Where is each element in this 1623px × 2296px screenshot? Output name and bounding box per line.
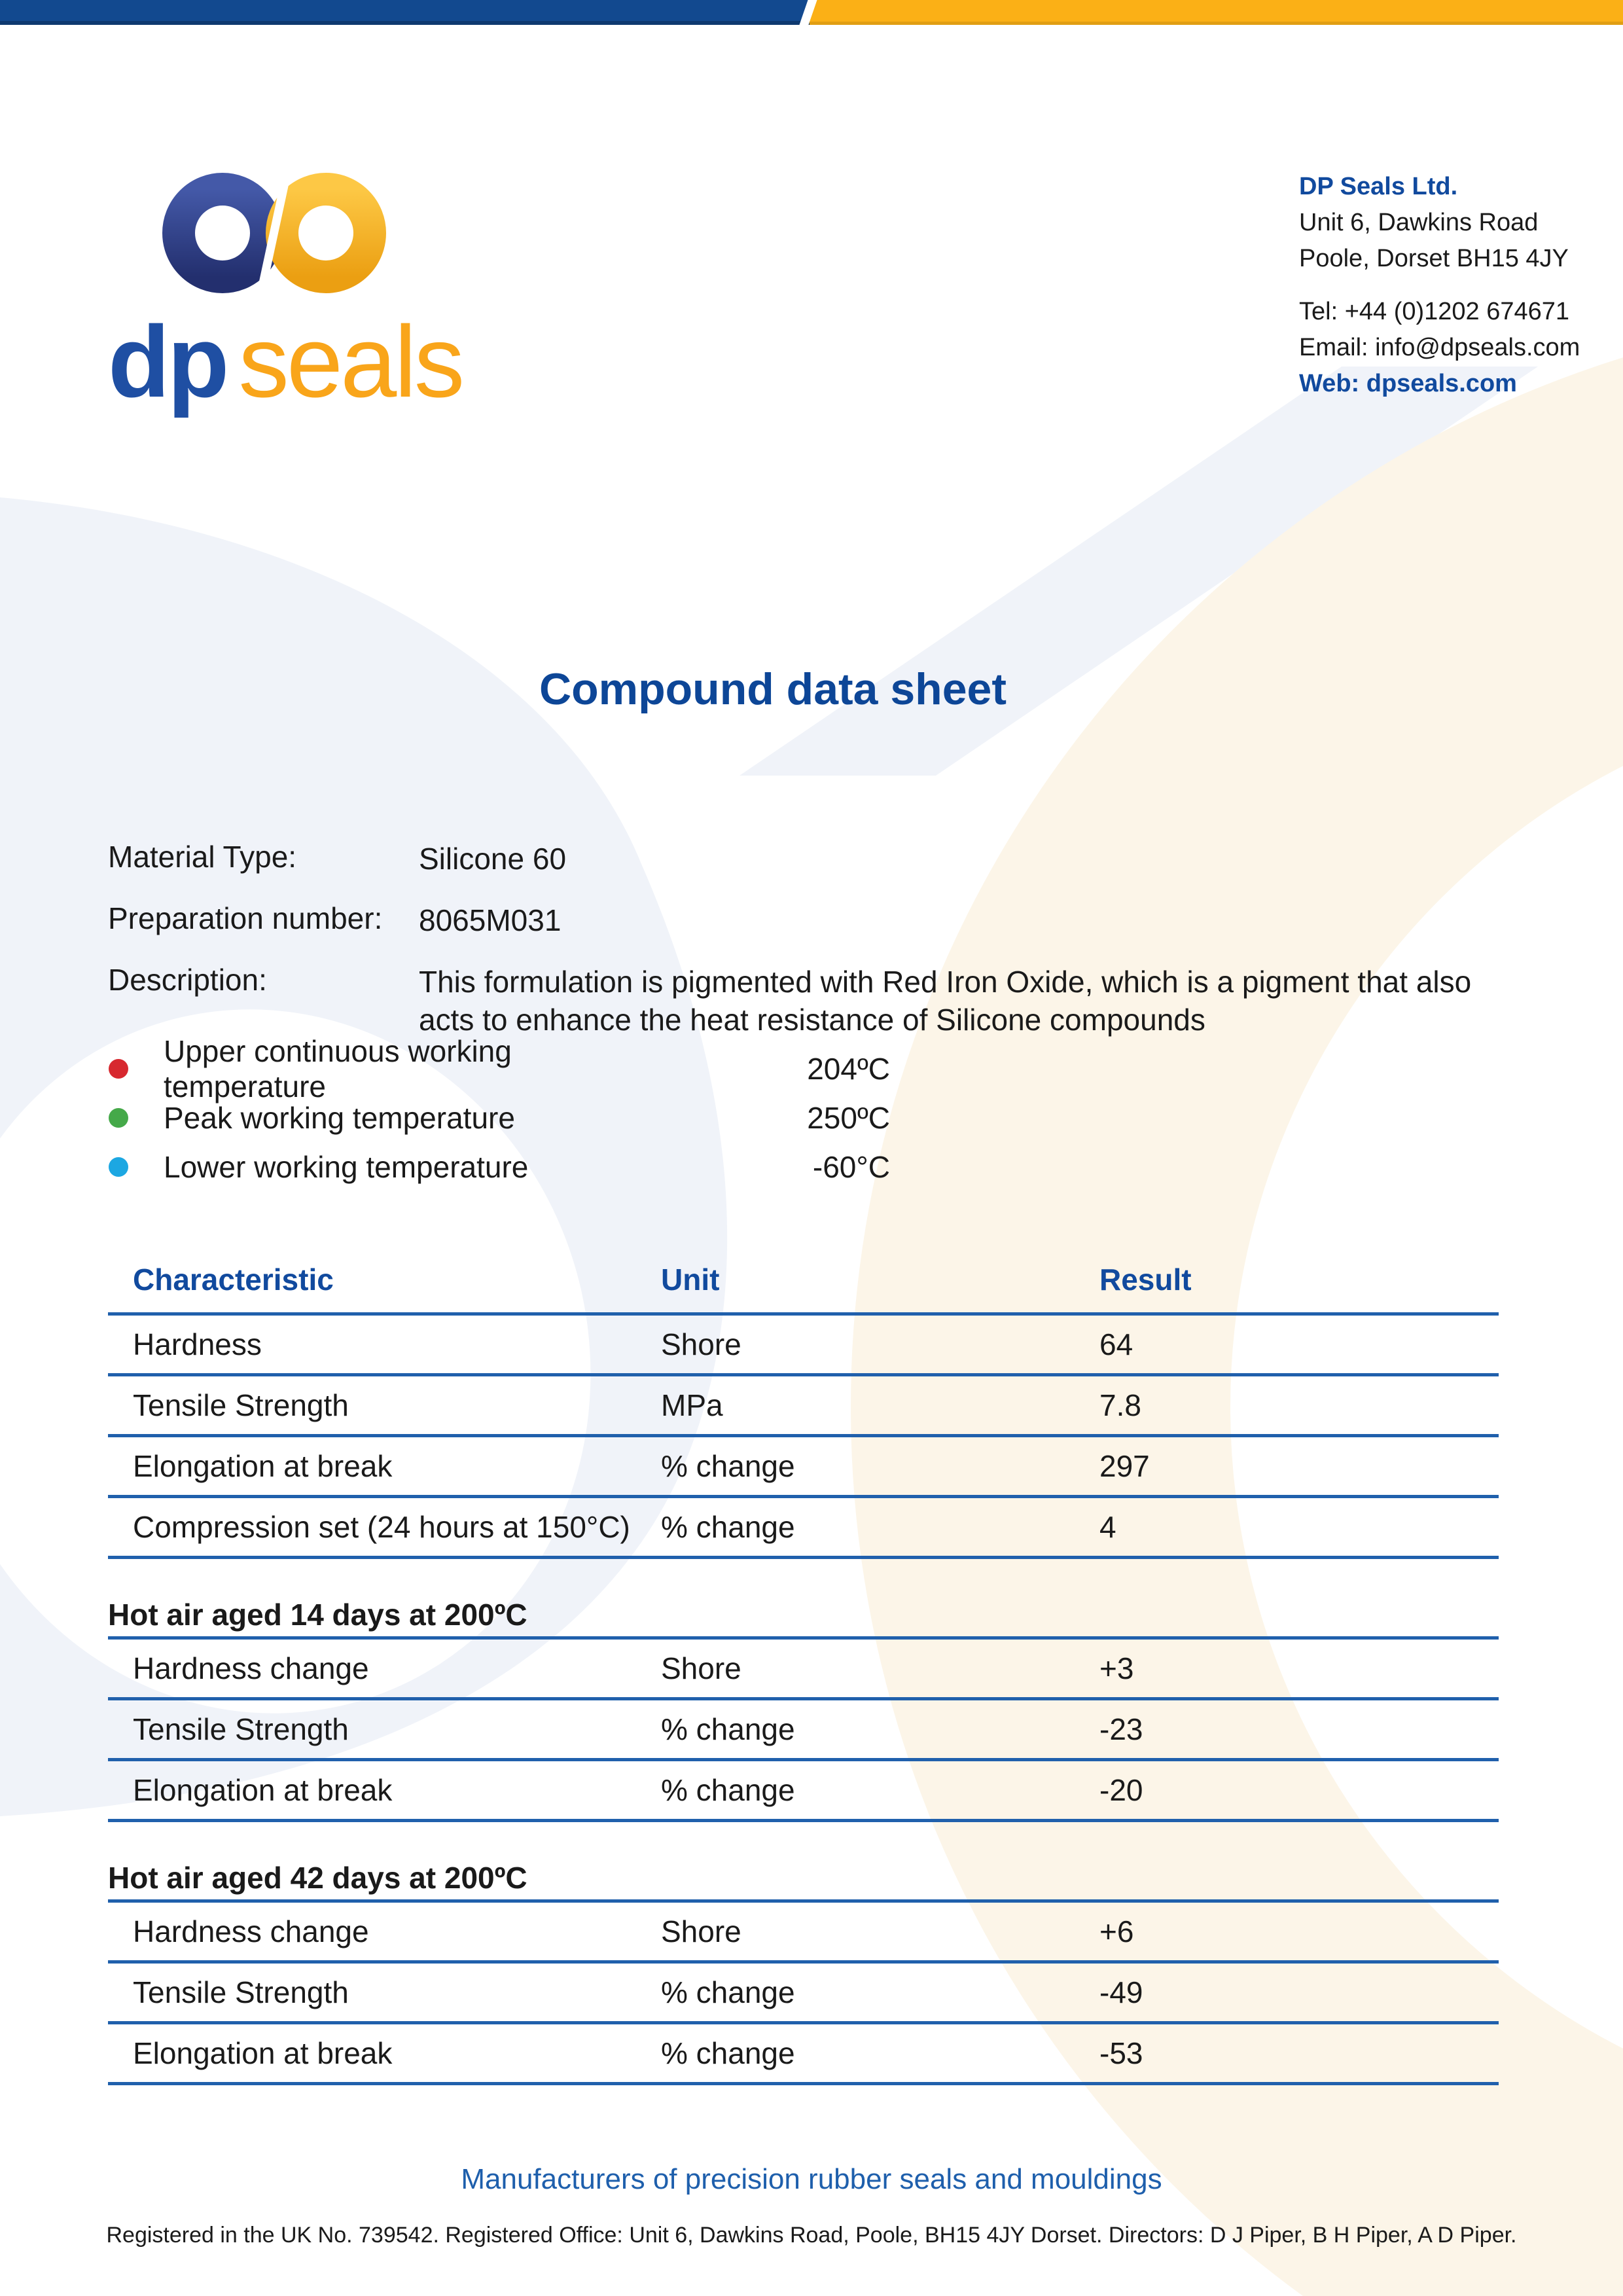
column-header-unit: Unit xyxy=(661,1263,720,1297)
column-header-result: Result xyxy=(1099,1263,1192,1297)
cell-characteristic: Tensile Strength xyxy=(133,1388,349,1422)
cell-unit: % change xyxy=(661,1510,795,1544)
section-heading-hot-air-42-days: Hot air aged 42 days at 200ºC xyxy=(108,1848,1499,1903)
upper-working-temperature-value: 204ºC xyxy=(807,1052,890,1086)
table-row: Tensile Strength MPa 7.8 xyxy=(108,1376,1499,1437)
cell-characteristic: Elongation at break xyxy=(133,1449,393,1483)
preparation-number-row: Preparation number: 8065M031 xyxy=(108,901,1531,939)
cell-result: -49 xyxy=(1099,1975,1143,2009)
table-row: Compression set (24 hours at 150°C) % ch… xyxy=(108,1498,1499,1559)
cell-characteristic: Hardness change xyxy=(133,1651,369,1685)
top-bar-yellow-segment xyxy=(810,0,1623,25)
cell-unit: % change xyxy=(661,1712,795,1746)
description-value: This formulation is pigmented with Red I… xyxy=(419,965,1472,1037)
company-web-link[interactable]: Web: dpseals.com xyxy=(1299,370,1517,397)
lower-working-temperature-item: Lower working temperature -60°C xyxy=(108,1150,890,1184)
company-address-line1: Unit 6, Dawkins Road xyxy=(1299,209,1539,236)
cell-characteristic: Tensile Strength xyxy=(133,1712,349,1746)
lower-working-temperature-label: Lower working temperature xyxy=(164,1150,529,1184)
top-bar-blue-segment xyxy=(0,0,815,25)
cell-characteristic: Hardness xyxy=(133,1327,262,1361)
cell-result: -20 xyxy=(1099,1773,1143,1807)
cell-characteristic: Elongation at break xyxy=(133,2036,393,2070)
cell-characteristic: Compression set (24 hours at 150°C) xyxy=(133,1510,630,1544)
material-type-label: Material Type: xyxy=(108,840,297,874)
preparation-number-label: Preparation number: xyxy=(108,901,383,935)
table-row: Hardness change Shore +6 xyxy=(108,1903,1499,1964)
cell-result: 297 xyxy=(1099,1449,1150,1483)
upper-working-temperature-item: Upper continuous working temperature 204… xyxy=(108,1034,890,1103)
cell-characteristic: Hardness change xyxy=(133,1914,369,1948)
contact-spacer xyxy=(1299,277,1580,294)
characteristics-table: Characteristic Unit Result Hardness Shor… xyxy=(108,1247,1499,2085)
company-name: DP Seals Ltd. xyxy=(1299,173,1458,200)
cell-unit: Shore xyxy=(661,1327,741,1361)
swoosh-blue-left-hole xyxy=(0,1009,591,1713)
cell-unit: % change xyxy=(661,1975,795,2009)
swoosh-blue-stripe xyxy=(740,367,1538,776)
swoosh-cream-ring xyxy=(851,357,1623,2296)
company-contact-block: DP Seals Ltd. Unit 6, Dawkins Road Poole… xyxy=(1299,169,1580,402)
cell-result: 7.8 xyxy=(1099,1388,1141,1422)
table-row: Tensile Strength % change -49 xyxy=(108,1964,1499,2024)
company-email: Email: info@dpseals.com xyxy=(1299,334,1580,361)
cell-result: +6 xyxy=(1099,1914,1134,1948)
cell-result: +3 xyxy=(1099,1651,1134,1685)
table-row: Elongation at break % change -53 xyxy=(108,2024,1499,2085)
lower-working-temperature-value: -60°C xyxy=(812,1150,890,1184)
cell-unit: % change xyxy=(661,2036,795,2070)
peak-working-temperature-label: Peak working temperature xyxy=(164,1101,515,1135)
description-row: Description: This formulation is pigment… xyxy=(108,963,1531,1039)
footer-registration-text: Registered in the UK No. 739542. Registe… xyxy=(106,2223,1517,2248)
cell-result: 4 xyxy=(1099,1510,1116,1544)
company-tel: Tel: +44 (0)1202 674671 xyxy=(1299,298,1570,325)
cell-characteristic: Elongation at break xyxy=(133,1773,393,1807)
page-title: Compound data sheet xyxy=(539,664,1007,714)
table-row: Elongation at break % change 297 xyxy=(108,1437,1499,1498)
cell-unit: MPa xyxy=(661,1388,723,1422)
peak-working-temperature-item: Peak working temperature 250ºC xyxy=(108,1101,890,1135)
logo-rings-icon xyxy=(162,173,386,293)
red-bullet-icon xyxy=(109,1059,128,1079)
table-header-row: Characteristic Unit Result xyxy=(108,1247,1499,1316)
top-color-bar xyxy=(0,0,1623,25)
logo-word-dp: dp xyxy=(108,305,229,418)
table-row: Elongation at break % change -20 xyxy=(108,1761,1499,1822)
footer-tagline: Manufacturers of precision rubber seals … xyxy=(461,2163,1162,2195)
cell-unit: Shore xyxy=(661,1651,741,1685)
logo-word-seals: seals xyxy=(238,305,465,418)
cell-unit: % change xyxy=(661,1773,795,1807)
column-header-characteristic: Characteristic xyxy=(133,1263,334,1297)
upper-working-temperature-label: Upper continuous working temperature xyxy=(164,1034,512,1103)
green-bullet-icon xyxy=(109,1108,128,1128)
preparation-number-value: 8065M031 xyxy=(419,903,562,937)
description-label: Description: xyxy=(108,963,267,997)
blue-bullet-icon xyxy=(109,1157,128,1177)
cell-result: 64 xyxy=(1099,1327,1133,1361)
material-type-value: Silicone 60 xyxy=(419,842,567,876)
section-heading-hot-air-14-days: Hot air aged 14 days at 200ºC xyxy=(108,1585,1499,1640)
cell-result: -23 xyxy=(1099,1712,1143,1746)
working-temperature-list: Upper continuous working temperature 204… xyxy=(108,1034,890,1199)
cell-characteristic: Tensile Strength xyxy=(133,1975,349,2009)
table-row: Tensile Strength % change -23 xyxy=(108,1700,1499,1761)
cell-unit: Shore xyxy=(661,1914,741,1948)
material-info-block: Material Type: Silicone 60 Preparation n… xyxy=(108,840,1531,1039)
cell-unit: % change xyxy=(661,1449,795,1483)
table-row: Hardness change Shore +3 xyxy=(108,1640,1499,1700)
cell-result: -53 xyxy=(1099,2036,1143,2070)
dp-seals-logo: dp seals xyxy=(108,164,605,425)
logo-wordmark: dp seals xyxy=(108,311,465,412)
peak-working-temperature-value: 250ºC xyxy=(807,1101,890,1135)
table-row: Hardness Shore 64 xyxy=(108,1316,1499,1376)
material-type-row: Material Type: Silicone 60 xyxy=(108,840,1531,878)
company-address-line2: Poole, Dorset BH15 4JY xyxy=(1299,245,1569,272)
